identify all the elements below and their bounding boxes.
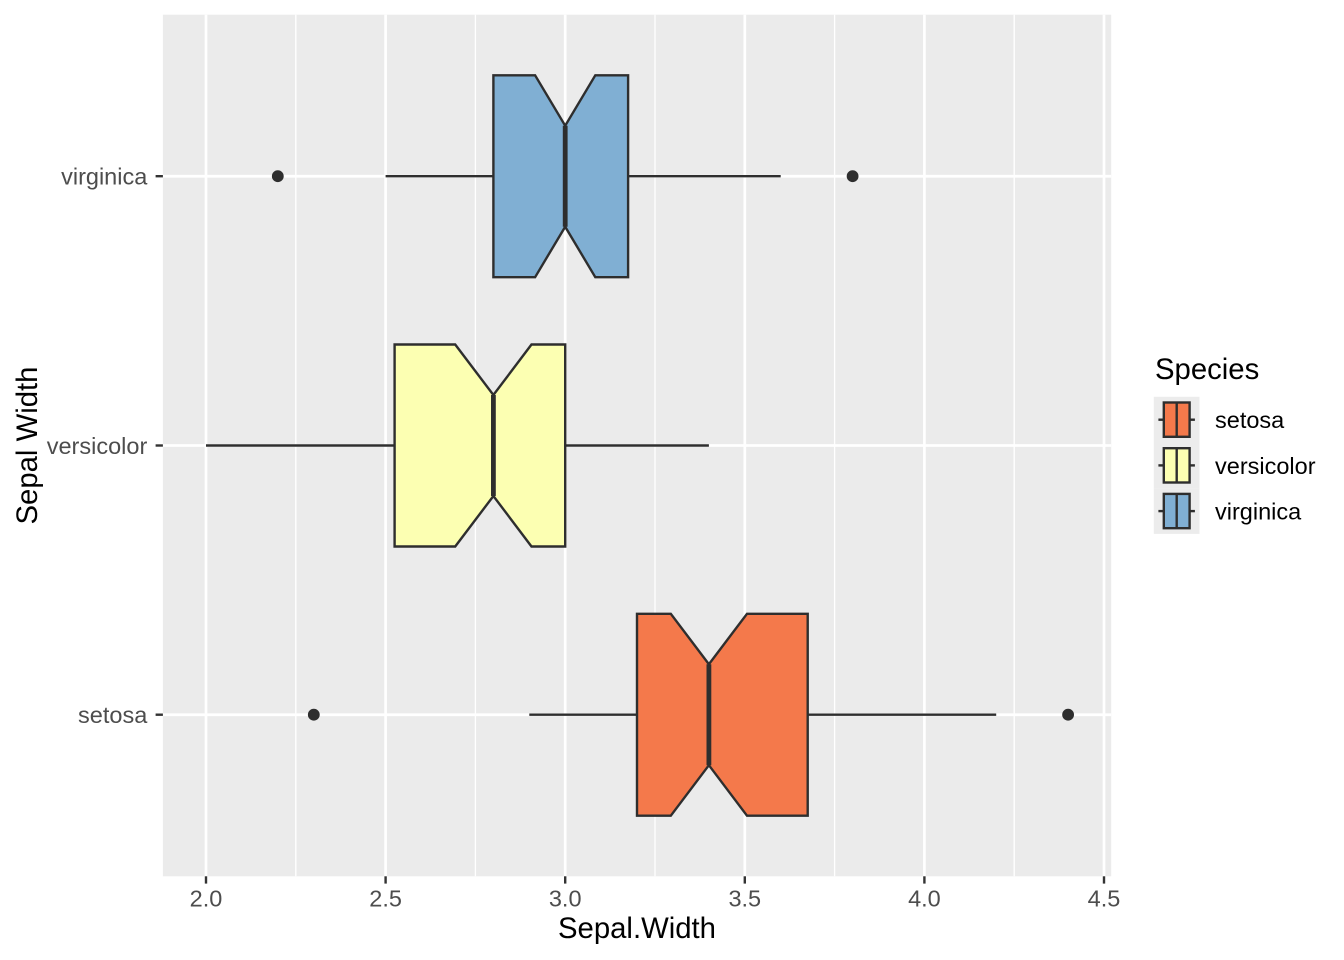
svg-text:2.5: 2.5	[369, 886, 402, 912]
svg-text:Sepal.Width: Sepal.Width	[558, 912, 716, 945]
svg-text:virginica: virginica	[1215, 499, 1302, 525]
svg-text:2.0: 2.0	[190, 886, 223, 912]
svg-text:versicolor: versicolor	[47, 433, 148, 459]
svg-text:Species: Species	[1155, 353, 1259, 386]
svg-text:4.0: 4.0	[908, 886, 941, 912]
svg-text:virginica: virginica	[61, 164, 148, 190]
svg-text:setosa: setosa	[1215, 407, 1285, 433]
svg-text:Sepal Width: Sepal Width	[11, 367, 44, 525]
svg-text:3.0: 3.0	[549, 886, 582, 912]
svg-text:3.5: 3.5	[728, 886, 761, 912]
svg-text:versicolor: versicolor	[1215, 453, 1316, 479]
svg-text:setosa: setosa	[78, 702, 148, 728]
svg-text:4.5: 4.5	[1088, 886, 1121, 912]
